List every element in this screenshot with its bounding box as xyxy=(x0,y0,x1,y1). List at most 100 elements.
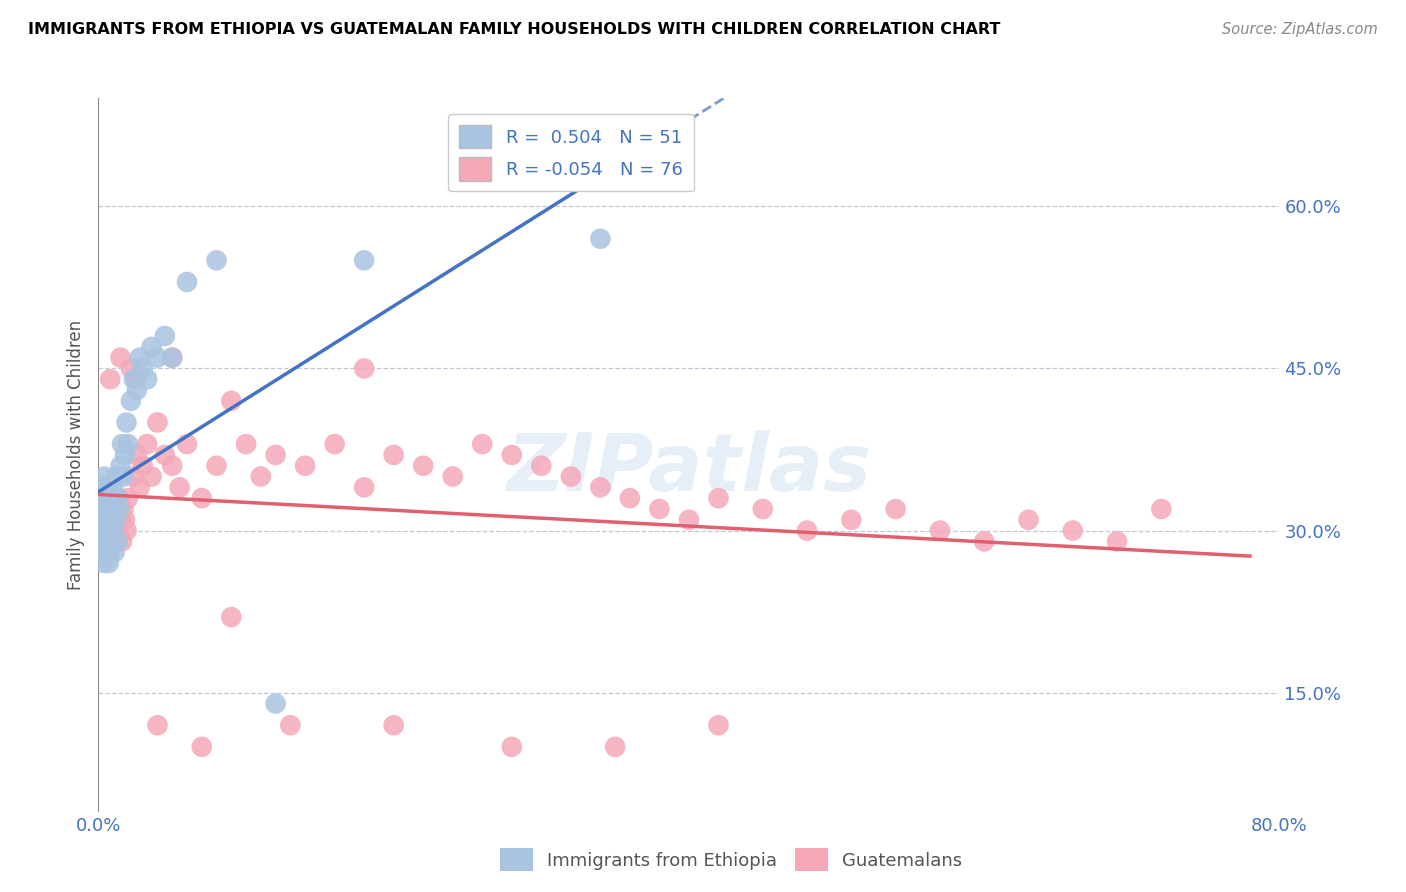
Point xyxy=(110,513,132,527)
Point xyxy=(162,351,183,365)
Point xyxy=(97,480,120,494)
Point xyxy=(104,534,127,549)
Point xyxy=(707,491,730,505)
Point xyxy=(100,524,122,538)
Y-axis label: Family Households with Children: Family Households with Children xyxy=(66,320,84,590)
Point xyxy=(235,437,257,451)
Point xyxy=(169,480,191,494)
Point xyxy=(146,351,169,365)
Point xyxy=(1105,534,1128,549)
Point xyxy=(93,502,115,516)
Point xyxy=(110,351,132,365)
Point xyxy=(132,458,155,473)
Point xyxy=(353,480,375,494)
Point xyxy=(412,458,434,473)
Point xyxy=(839,513,862,527)
Point xyxy=(108,502,131,516)
Point xyxy=(105,513,128,527)
Point xyxy=(115,416,138,430)
Point xyxy=(90,480,112,494)
Point xyxy=(973,534,995,549)
Point xyxy=(111,534,134,549)
Point xyxy=(120,361,142,376)
Point xyxy=(153,329,176,343)
Point xyxy=(176,437,198,451)
Point xyxy=(91,534,114,549)
Point xyxy=(219,610,242,624)
Point xyxy=(796,524,818,538)
Point xyxy=(176,275,198,289)
Point xyxy=(98,513,121,527)
Point xyxy=(117,491,139,505)
Point xyxy=(100,534,122,549)
Point xyxy=(678,513,700,527)
Point xyxy=(125,383,148,397)
Point xyxy=(136,437,159,451)
Point xyxy=(205,253,228,268)
Point xyxy=(94,491,117,505)
Point xyxy=(91,534,114,549)
Point xyxy=(97,556,120,570)
Point xyxy=(91,502,114,516)
Point xyxy=(117,437,139,451)
Point xyxy=(110,458,132,473)
Point xyxy=(128,480,150,494)
Point xyxy=(104,545,127,559)
Point xyxy=(132,361,155,376)
Point xyxy=(884,502,907,516)
Point xyxy=(122,372,145,386)
Point xyxy=(136,372,159,386)
Point xyxy=(103,524,125,538)
Point xyxy=(94,524,117,538)
Point xyxy=(97,513,120,527)
Legend: R =  0.504   N = 51, R = -0.054   N = 76: R = 0.504 N = 51, R = -0.054 N = 76 xyxy=(449,114,693,192)
Point xyxy=(382,448,405,462)
Point xyxy=(153,448,176,462)
Point xyxy=(128,351,150,365)
Point xyxy=(928,524,950,538)
Point xyxy=(94,524,117,538)
Point xyxy=(89,524,111,538)
Point xyxy=(107,534,129,549)
Text: IMMIGRANTS FROM ETHIOPIA VS GUATEMALAN FAMILY HOUSEHOLDS WITH CHILDREN CORRELATI: IMMIGRANTS FROM ETHIOPIA VS GUATEMALAN F… xyxy=(28,22,1001,37)
Point xyxy=(250,469,273,483)
Point xyxy=(107,491,129,505)
Point xyxy=(1017,513,1039,527)
Point xyxy=(605,739,627,754)
Point xyxy=(501,448,523,462)
Point xyxy=(219,393,242,408)
Point xyxy=(707,718,730,732)
Point xyxy=(90,524,112,538)
Point xyxy=(264,448,287,462)
Point xyxy=(114,513,136,527)
Point xyxy=(105,469,128,483)
Point xyxy=(105,513,128,527)
Point xyxy=(120,393,142,408)
Point xyxy=(114,448,136,462)
Point xyxy=(89,545,111,559)
Point xyxy=(115,524,138,538)
Point xyxy=(94,545,117,559)
Point xyxy=(146,416,169,430)
Point xyxy=(441,469,464,483)
Point xyxy=(112,502,135,516)
Point xyxy=(104,491,127,505)
Point xyxy=(589,232,612,246)
Point xyxy=(353,253,375,268)
Point xyxy=(1062,524,1084,538)
Point xyxy=(98,491,121,505)
Point xyxy=(382,718,405,732)
Point xyxy=(294,458,316,473)
Point xyxy=(112,469,135,483)
Point xyxy=(1150,502,1173,516)
Point xyxy=(96,502,118,516)
Point xyxy=(751,502,773,516)
Point xyxy=(100,502,122,516)
Point xyxy=(471,437,494,451)
Point xyxy=(278,718,302,732)
Point xyxy=(141,340,163,354)
Point xyxy=(98,372,121,386)
Point xyxy=(108,491,131,505)
Point xyxy=(648,502,671,516)
Text: Source: ZipAtlas.com: Source: ZipAtlas.com xyxy=(1222,22,1378,37)
